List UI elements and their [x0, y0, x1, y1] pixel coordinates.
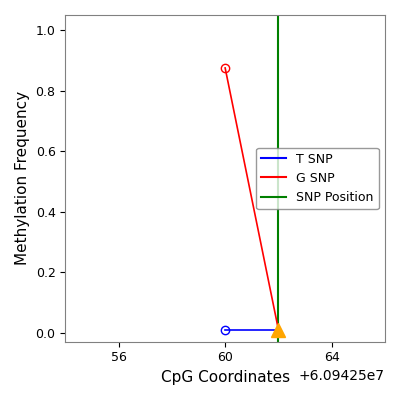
X-axis label: CpG Coordinates: CpG Coordinates: [160, 370, 290, 385]
Legend: T SNP, G SNP, SNP Position: T SNP, G SNP, SNP Position: [256, 148, 379, 209]
Y-axis label: Methylation Frequency: Methylation Frequency: [15, 91, 30, 266]
